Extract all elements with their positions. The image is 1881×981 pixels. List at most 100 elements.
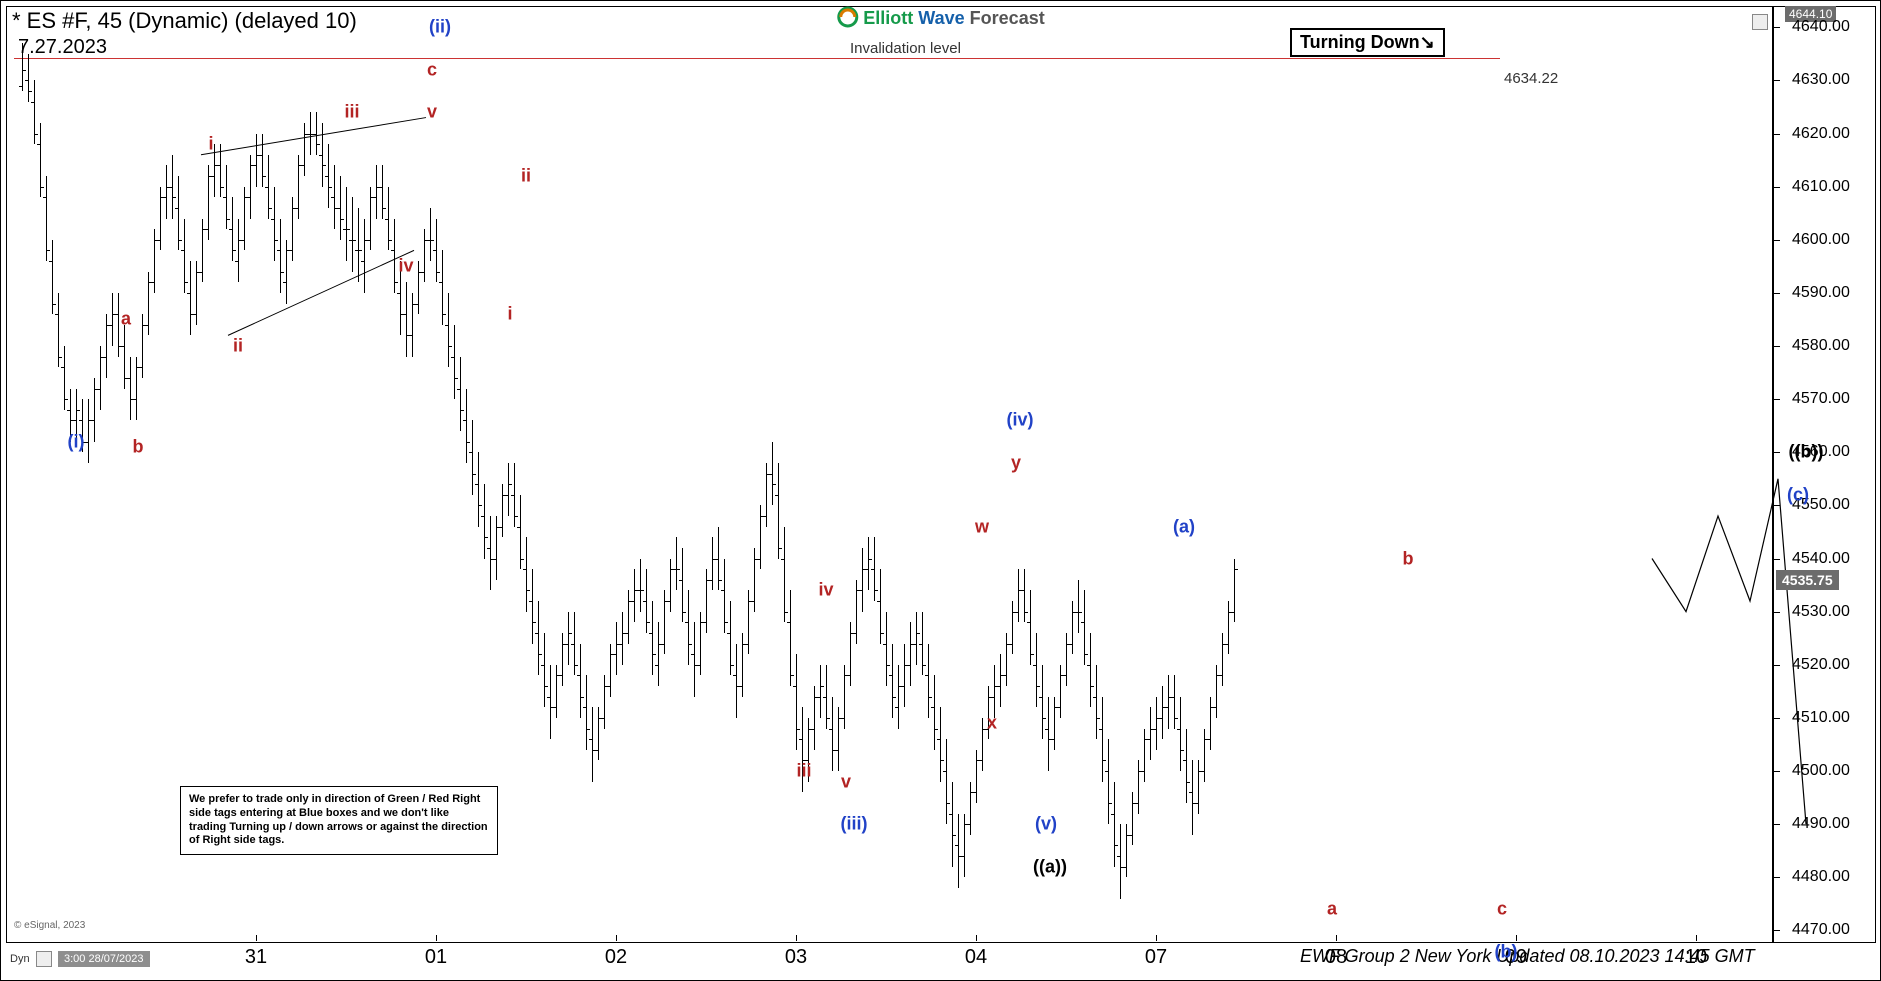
ohlc-bar — [64, 346, 65, 410]
ohlc-bar — [484, 484, 485, 558]
y-tick-label: 4610.00 — [1792, 178, 1875, 196]
ohlc-open-tick — [547, 697, 550, 698]
ohlc-open-tick — [955, 845, 958, 846]
ohlc-open-tick — [691, 654, 694, 655]
ohlc-open-tick — [619, 644, 622, 645]
ohlc-open-tick — [391, 250, 394, 251]
ohlc-open-tick — [781, 559, 784, 560]
ohlc-open-tick — [613, 654, 616, 655]
wave-label: (iv) — [1007, 410, 1034, 431]
ohlc-open-tick — [1207, 739, 1210, 740]
ohlc-bar — [1090, 633, 1091, 707]
ohlc-bar — [934, 675, 935, 749]
invalidation-price: 4634.22 — [1504, 70, 1558, 87]
ohlc-close-tick — [359, 250, 362, 251]
ohlc-open-tick — [1147, 739, 1150, 740]
ohlc-bar — [790, 590, 791, 686]
y-tick-mark — [1774, 399, 1780, 400]
ohlc-open-tick — [49, 261, 52, 262]
ohlc-open-tick — [709, 580, 712, 581]
ohlc-open-tick — [943, 771, 946, 772]
ohlc-bar — [796, 654, 797, 750]
ohlc-open-tick — [175, 208, 178, 209]
ohlc-open-tick — [211, 176, 214, 177]
corner-icon[interactable] — [1752, 14, 1768, 30]
ohlc-bar — [34, 80, 35, 144]
ohlc-open-tick — [1165, 707, 1168, 708]
x-tick-mark — [1156, 935, 1157, 941]
ohlc-open-tick — [229, 229, 232, 230]
y-tick-mark — [1774, 80, 1780, 81]
ohlc-close-tick — [389, 240, 392, 241]
ohlc-open-tick — [583, 707, 586, 708]
brand-text-forecast: Forecast — [970, 8, 1045, 28]
ohlc-close-tick — [545, 686, 548, 687]
ohlc-open-tick — [127, 378, 130, 379]
ohlc-open-tick — [721, 590, 724, 591]
ohlc-bar — [160, 187, 161, 251]
invalidation-line — [14, 58, 1500, 59]
wave-label: i — [507, 304, 512, 325]
y-tick-mark — [1774, 930, 1780, 931]
ohlc-open-tick — [271, 219, 274, 220]
ohlc-close-tick — [953, 835, 956, 836]
ohlc-close-tick — [395, 282, 398, 283]
ohlc-open-tick — [1051, 739, 1054, 740]
ohlc-open-tick — [181, 250, 184, 251]
ohlc-bar — [1108, 739, 1109, 824]
ohlc-bar — [244, 187, 245, 251]
ohlc-bar — [946, 739, 947, 824]
ohlc-bar — [1150, 707, 1151, 760]
y-tick-label: 4510.00 — [1792, 709, 1875, 727]
ohlc-open-tick — [217, 165, 220, 166]
wave-label: (c) — [1787, 484, 1809, 505]
ohlc-bar — [1132, 792, 1133, 845]
ohlc-bar — [982, 718, 983, 771]
ohlc-bar — [1228, 601, 1229, 654]
ohlc-bar — [628, 590, 629, 643]
ohlc-bar — [1156, 697, 1157, 750]
ohlc-open-tick — [319, 155, 322, 156]
ohlc-open-tick — [505, 495, 508, 496]
ohlc-close-tick — [1043, 718, 1046, 719]
ohlc-open-tick — [925, 675, 928, 676]
ohlc-open-tick — [835, 750, 838, 751]
toolbar-icon[interactable] — [36, 951, 52, 967]
ohlc-open-tick — [163, 197, 166, 198]
ohlc-bar — [436, 219, 437, 283]
ohlc-open-tick — [661, 644, 664, 645]
ohlc-open-tick — [409, 335, 412, 336]
ohlc-close-tick — [455, 378, 458, 379]
dyn-label: Dyn — [10, 953, 30, 965]
ohlc-close-tick — [521, 559, 524, 560]
ohlc-bar — [742, 633, 743, 697]
ohlc-bar — [220, 144, 221, 197]
ohlc-close-tick — [233, 250, 236, 251]
ohlc-open-tick — [1063, 675, 1066, 676]
ohlc-bar — [514, 463, 515, 527]
wave-label: v — [427, 102, 437, 123]
turning-direction-badge: Turning Down↘ — [1290, 28, 1445, 57]
y-tick-mark — [1774, 27, 1780, 28]
ohlc-open-tick — [601, 718, 604, 719]
ohlc-bar — [496, 516, 497, 580]
ohlc-bar — [538, 601, 539, 675]
ohlc-close-tick — [677, 569, 680, 570]
ohlc-close-tick — [1079, 612, 1082, 613]
ohlc-open-tick — [853, 633, 856, 634]
wave-label: (v) — [1035, 814, 1057, 835]
ohlc-open-tick — [961, 856, 964, 857]
ohlc-open-tick — [475, 484, 478, 485]
ohlc-open-tick — [307, 134, 310, 135]
ohlc-bar — [622, 612, 623, 665]
wave-label: c — [1497, 899, 1507, 920]
ohlc-close-tick — [275, 240, 278, 241]
ohlc-bar — [1186, 729, 1187, 803]
ohlc-open-tick — [523, 569, 526, 570]
y-tick-mark — [1774, 877, 1780, 878]
ohlc-open-tick — [787, 622, 790, 623]
ohlc-close-tick — [23, 70, 26, 71]
ohlc-open-tick — [901, 686, 904, 687]
x-tick-mark — [256, 935, 257, 941]
ohlc-bar — [664, 590, 665, 654]
